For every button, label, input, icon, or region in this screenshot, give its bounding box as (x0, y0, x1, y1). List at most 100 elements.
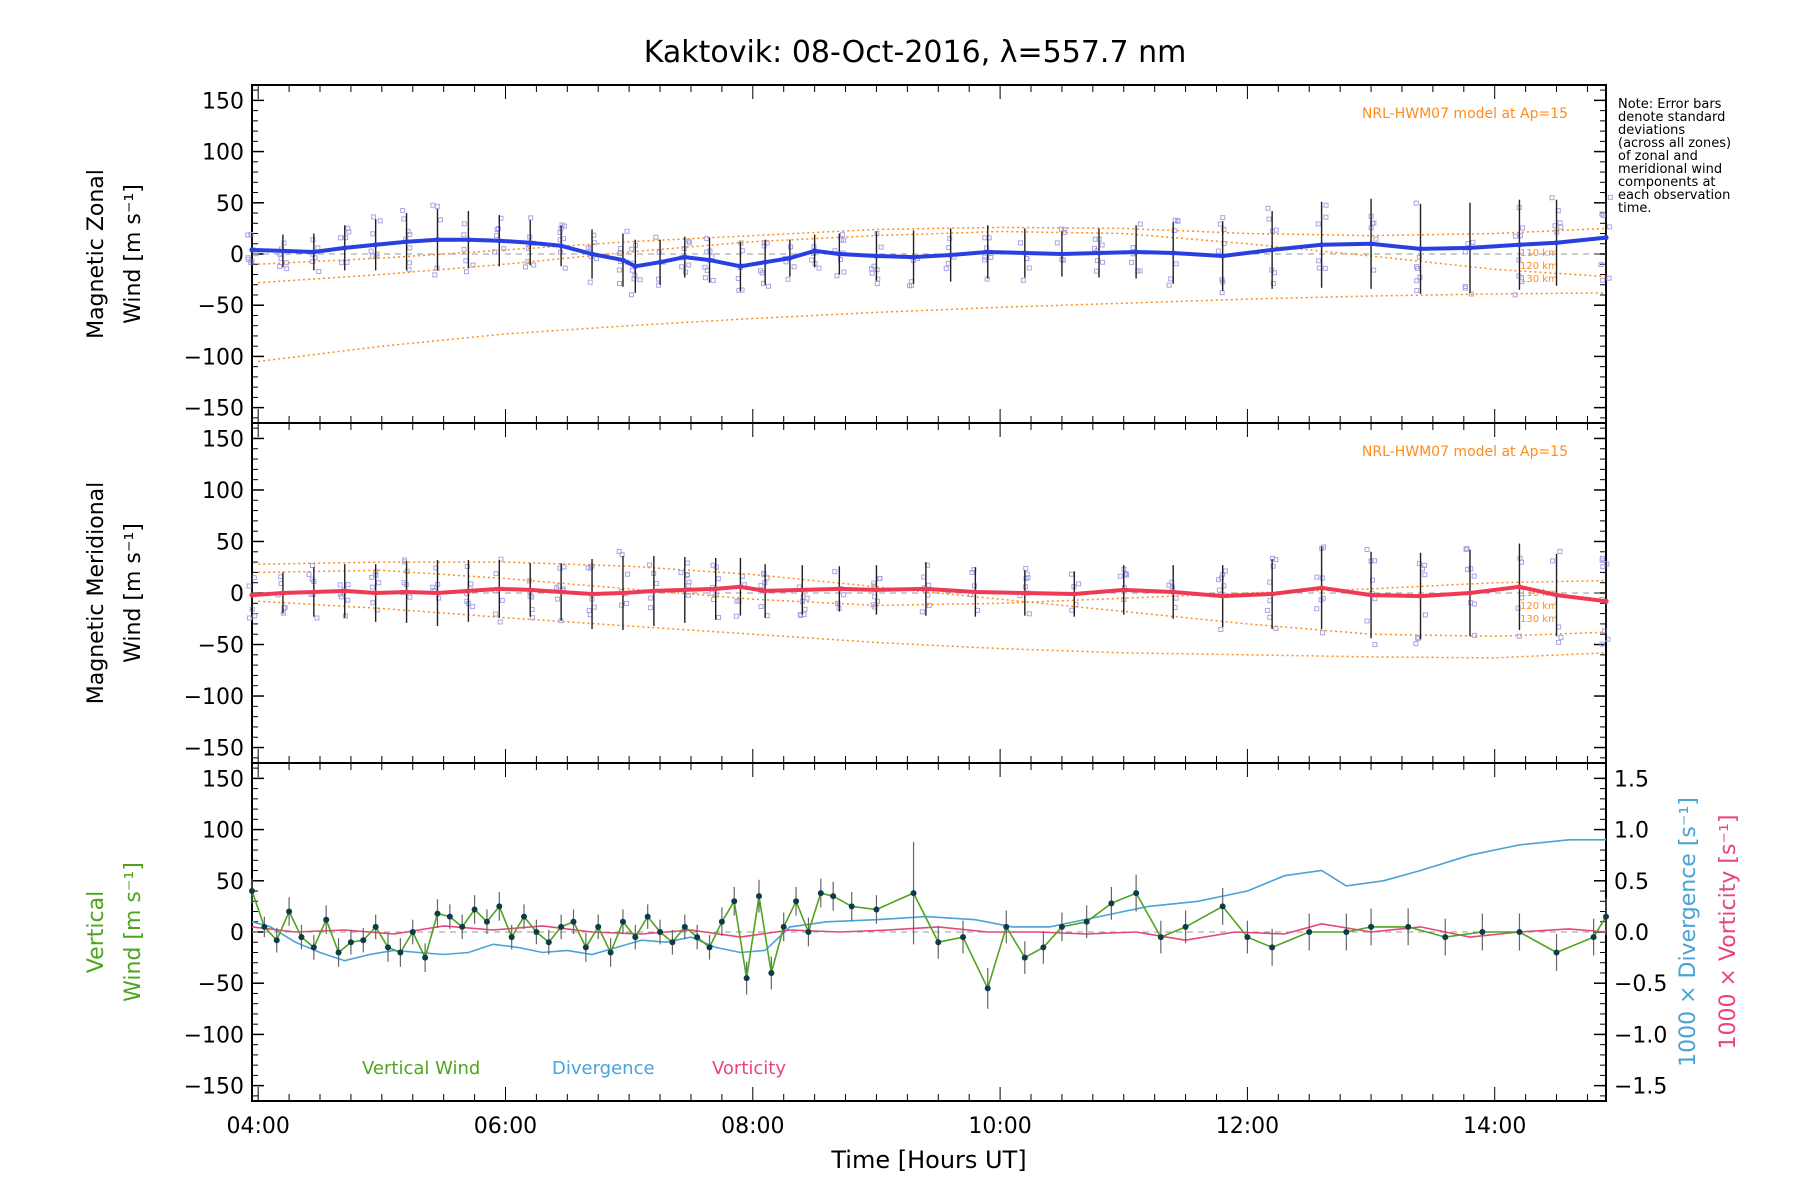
vertical-wind-panel: Vertical Wind [m s⁻¹] 1000 × Divergence … (84, 762, 1741, 1174)
vertical-wind-point (397, 949, 404, 956)
vertical-wind-point (984, 985, 991, 992)
vertical-wind-point (595, 923, 602, 930)
vertical-wind-point (1603, 913, 1609, 920)
y-axis-label: Vertical (84, 891, 109, 973)
wind-point (682, 254, 688, 260)
wind-point (403, 239, 410, 245)
wind-point (873, 587, 880, 593)
wind-point (1467, 590, 1473, 596)
zone-sample-point (628, 292, 634, 298)
y-axis-label: Wind [m s⁻¹] (121, 184, 146, 324)
zone-sample-point (1462, 249, 1468, 255)
vertical-wind-point (372, 923, 379, 930)
vertical-wind-point (1306, 929, 1313, 935)
zone-sample-point (1266, 216, 1272, 222)
zone-sample-point (877, 575, 883, 581)
wind-point (985, 249, 991, 255)
zone-sample-point (1520, 225, 1526, 231)
vertical-wind-point (1553, 949, 1560, 956)
model-alt-label: 130 km (1520, 614, 1558, 625)
y-tick-label: 0 (230, 921, 244, 946)
zone-sample-point (1372, 642, 1378, 648)
zone-sample-point (840, 232, 846, 238)
vertical-wind-point (1244, 934, 1251, 941)
x-tick-label: 08:00 (721, 1114, 784, 1139)
zone-sample-point (758, 604, 764, 610)
model-curve-110km (258, 292, 1607, 363)
zone-sample-point (1371, 267, 1377, 273)
vertical-wind-point (632, 934, 639, 941)
zone-sample-point (1166, 282, 1172, 288)
wind-point (558, 243, 564, 249)
zone-sample-point (1123, 572, 1129, 578)
wind-point (1417, 593, 1424, 599)
vertical-wind-point (1590, 934, 1597, 941)
zone-sample-point (684, 572, 690, 578)
zone-sample-point (874, 598, 880, 604)
vertical-wind-point (1182, 923, 1189, 930)
vertical-wind-point (483, 918, 490, 925)
zone-sample-point (679, 264, 685, 270)
zone-sample-point (1265, 205, 1271, 211)
zone-sample-point (1364, 547, 1370, 553)
vertical-wind-point (780, 923, 787, 930)
zone-sample-point (684, 560, 690, 566)
zone-sample-point (1322, 265, 1328, 271)
zone-sample-point (1314, 574, 1320, 580)
zone-sample-point (798, 612, 804, 618)
y-tick-label: 150 (202, 767, 244, 792)
vertical-wind-point (681, 923, 688, 930)
wind-point (706, 257, 713, 263)
zone-sample-point (1169, 584, 1175, 590)
zone-sample-point (1549, 195, 1555, 201)
zone-sample-point (709, 590, 715, 596)
wind-point (1059, 251, 1065, 257)
zone-sample-point (342, 613, 348, 619)
zone-sample-point (816, 265, 822, 271)
zone-sample-point (945, 260, 951, 266)
vertical-wind-point (323, 916, 330, 923)
zone-sample-point (1600, 564, 1606, 570)
vertical-wind-point (385, 944, 392, 951)
note-line: of zonal and (1618, 149, 1698, 164)
vertical-wind-point (298, 934, 305, 941)
wind-point (249, 247, 255, 253)
x-tick-label: 14:00 (1463, 1114, 1526, 1139)
y-tick-label: 150 (202, 89, 244, 114)
zone-sample-point (1173, 595, 1179, 601)
zone-sample-point (616, 281, 622, 287)
zone-sample-point (314, 615, 320, 621)
zone-sample-point (345, 225, 351, 231)
zone-sample-point (1517, 233, 1523, 239)
zone-sample-point (926, 582, 932, 588)
vertical-wind-point (768, 969, 775, 976)
zone-sample-point (468, 581, 474, 587)
zone-sample-point (493, 571, 499, 577)
vertical-wind-point (471, 906, 478, 913)
zone-sample-point (407, 231, 413, 237)
wind-point (1516, 584, 1523, 590)
zone-sample-point (1556, 624, 1562, 630)
meridional-wind-line (251, 584, 1607, 604)
wind-point (737, 263, 744, 269)
vertical-wind-point (249, 888, 255, 895)
note-line: deviations (1618, 123, 1685, 138)
y-axis-label: Wind [m s⁻¹] (121, 862, 146, 1002)
zone-sample-point (982, 257, 988, 263)
zone-sample-point (344, 259, 350, 265)
wind-point (434, 237, 441, 243)
zone-sample-point (678, 570, 684, 576)
zone-sample-point (401, 216, 407, 222)
zone-sample-point (625, 571, 631, 577)
vertical-wind-point (521, 913, 528, 920)
zone-sample-point (1025, 575, 1031, 581)
zone-sample-point (1129, 259, 1135, 265)
vertical-wind-point (335, 949, 342, 956)
zone-sample-point (1117, 573, 1123, 579)
wind-point (1318, 585, 1325, 591)
vertical-wind-point (731, 898, 738, 905)
zone-sample-point (245, 255, 251, 261)
vertical-wind-point (1083, 918, 1090, 925)
zone-sample-point (246, 583, 252, 589)
wind-point (657, 259, 663, 265)
